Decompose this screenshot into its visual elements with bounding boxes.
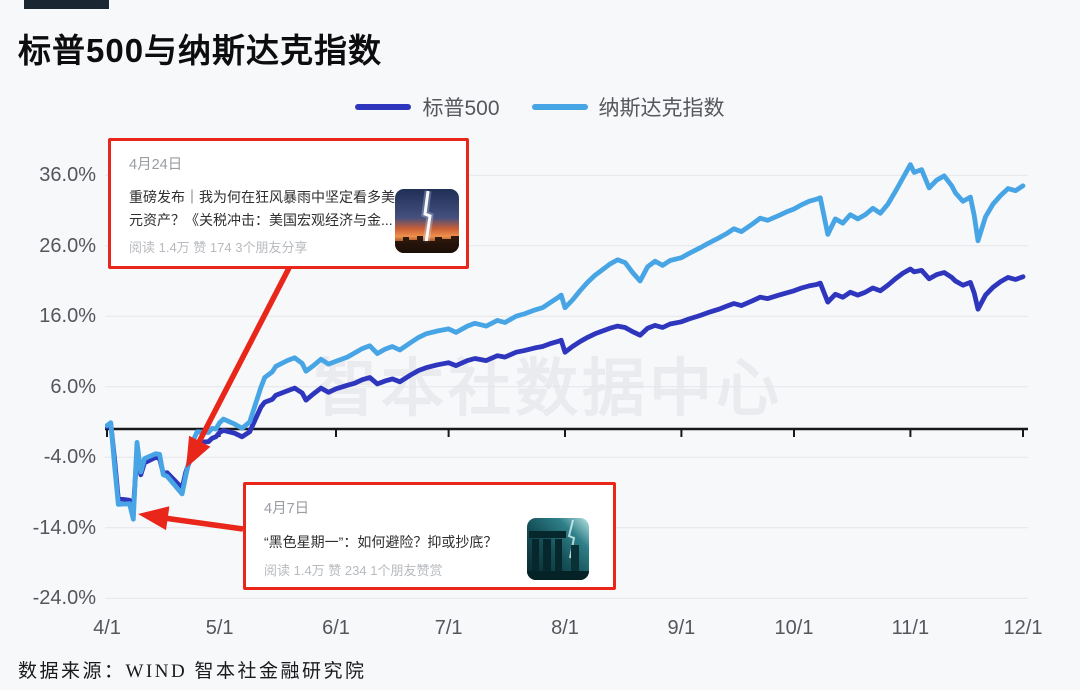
x-tick-label: 9/1 [667, 617, 696, 639]
x-tick-label: 8/1 [551, 617, 579, 639]
article-card-april7[interactable]: 4月7日 “黑色星期一”：如何避险？抑或抄底？ 阅读 1.4万 赞 234 1个… [243, 482, 616, 590]
sp500-line-swatch [355, 104, 412, 110]
chart-legend: 标普500 纳斯达克指数 [0, 92, 1080, 122]
legend-label-sp500: 标普500 [422, 97, 500, 120]
nasdaq-line-swatch [531, 104, 588, 110]
article-date: 4月7日 [264, 501, 310, 517]
x-tick-label: 4/1 [93, 617, 121, 639]
y-tick-label: -24.0% [32, 587, 96, 610]
article-title[interactable]: 重磅发布｜我为何在狂风暴雨中坚定看多美元资产？《关税冲击：美国宏观经济与金... [129, 189, 395, 228]
y-tick-label: 26.0% [39, 234, 96, 257]
top-bar-fragment [24, 0, 109, 9]
article-card-april24[interactable]: 4月24日 重磅发布｜我为何在狂风暴雨中坚定看多美元资产？《关税冲击：美国宏观经… [108, 138, 469, 269]
x-tick-label: 7/1 [434, 617, 463, 639]
legend-item-nasdaq: 纳斯达克指数 [531, 92, 725, 122]
watermark-text: 智本社数据中心 [314, 354, 783, 424]
lightning-over-city-image[interactable] [395, 189, 459, 253]
article-title[interactable]: “黑色星期一”：如何避险？抑或抄底？ [264, 534, 498, 550]
article-stats: 阅读 1.4万 赞 234 1个朋友赞赏 [264, 562, 443, 578]
data-source-note: 数据来源：WIND 智本社金融研究院 [18, 661, 367, 682]
y-tick-label: -14.0% [32, 516, 96, 539]
x-tick-label: 5/1 [205, 617, 234, 639]
y-tick-label: 6.0% [50, 375, 96, 398]
article-stats: 阅读 1.4万 赞 174 3个朋友分享 [129, 240, 308, 256]
legend-item-sp500: 标普500 [355, 92, 500, 122]
storm-over-ruins-image[interactable] [527, 518, 589, 580]
x-tick-label: 10/1 [774, 617, 814, 639]
x-tick-label: 11/1 [891, 617, 930, 639]
x-tick-label: 12/1 [1003, 617, 1043, 639]
x-tick-label: 6/1 [322, 617, 350, 639]
y-tick-label: -4.0% [43, 446, 96, 469]
article-date: 4月24日 [129, 157, 183, 173]
legend-label-nasdaq: 纳斯达克指数 [598, 97, 725, 120]
y-tick-label: 36.0% [39, 164, 96, 187]
y-tick-label: 16.0% [39, 305, 96, 328]
page-title: 标普500与纳斯达克指数 [18, 32, 383, 69]
